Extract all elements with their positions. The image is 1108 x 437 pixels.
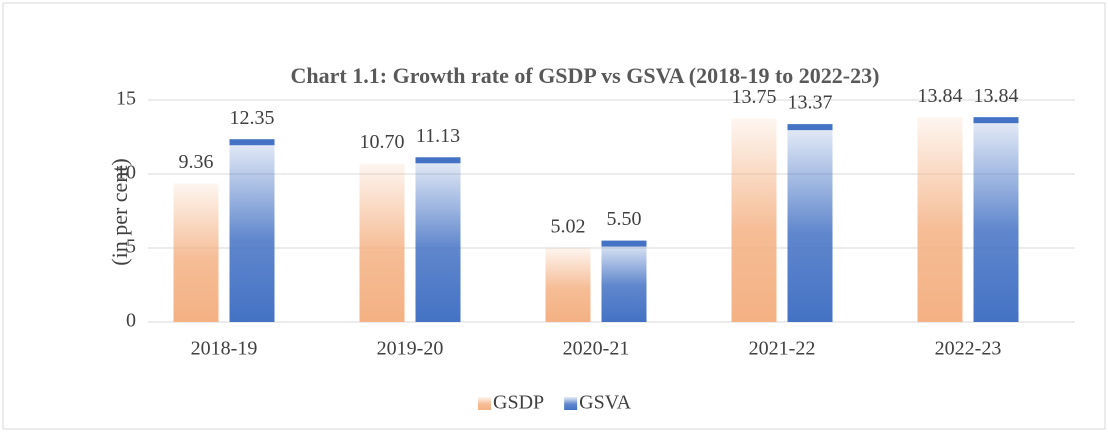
bar-cap (601, 240, 647, 247)
bar-cap (415, 157, 461, 164)
data-label: 9.36 (179, 151, 214, 173)
data-label: 5.02 (551, 215, 586, 237)
legend-label: GSVA (579, 392, 631, 414)
data-label: 12.35 (230, 107, 275, 129)
x-tick-label: 2022-23 (935, 338, 1002, 360)
bar-cap (787, 124, 833, 131)
data-label: 13.84 (918, 85, 963, 107)
chart-title: Chart 1.1: Growth rate of GSDP vs GSVA (… (291, 63, 880, 88)
data-label: 11.13 (416, 125, 460, 147)
bar (973, 117, 1019, 322)
legend-label: GSDP (493, 392, 544, 414)
bar-cap (229, 139, 275, 146)
bar (415, 157, 461, 322)
legend-swatch (478, 397, 491, 410)
bar (359, 163, 405, 322)
x-tick-label: 2020-21 (563, 338, 630, 360)
legend-swatch (564, 397, 578, 410)
bar (173, 183, 219, 322)
x-tick-label: 2019-20 (377, 338, 444, 360)
data-label: 13.75 (732, 86, 777, 108)
y-axis-label: (in per cent) (107, 158, 132, 266)
bar (917, 117, 963, 322)
data-label: 13.37 (788, 92, 833, 114)
bar (787, 124, 833, 323)
bar (229, 139, 275, 322)
y-tick-label: 15 (116, 88, 136, 110)
data-label: 5.50 (607, 208, 642, 230)
y-tick-label: 10 (116, 162, 136, 184)
bar (601, 240, 647, 322)
y-tick-label: 5 (126, 236, 136, 258)
bar (731, 118, 777, 322)
y-tick-label: 0 (126, 310, 136, 332)
data-label: 13.84 (974, 85, 1019, 107)
data-label: 10.70 (360, 131, 405, 153)
bar (545, 247, 591, 322)
x-tick-label: 2018-19 (191, 338, 258, 360)
x-tick-label: 2021-22 (749, 338, 816, 360)
bar-cap (973, 117, 1019, 124)
